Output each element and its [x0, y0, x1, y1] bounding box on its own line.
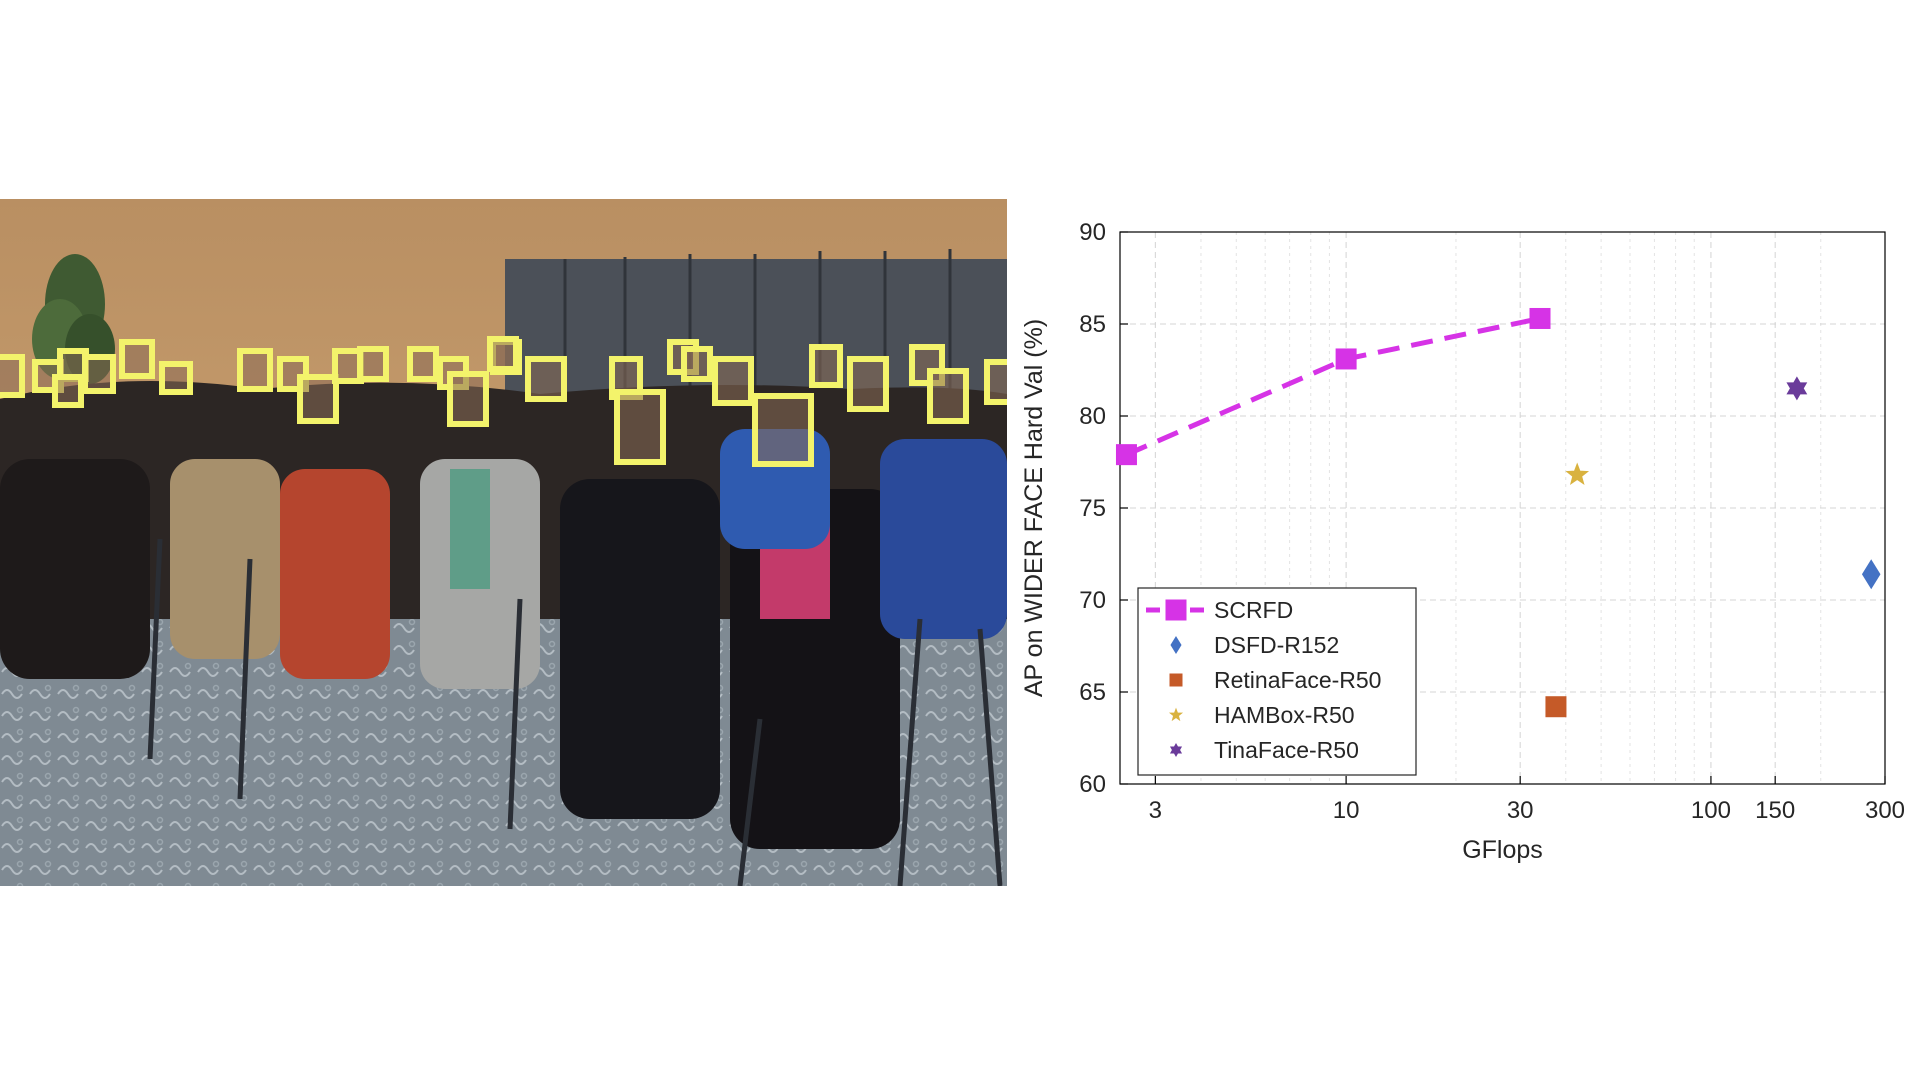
- data-point-retinaface-r50: [1545, 696, 1567, 718]
- chart-panel: 3 10 30 100 150 300 60 65 70 75 80 85 90 GFlops AP …: [1020, 190, 1920, 910]
- y-axis-label: AP on WIDER FACE Hard Val (%): [1020, 319, 1048, 697]
- legend-marker-hambox-r50: [1168, 707, 1184, 722]
- legend-marker-retinaface-r50: [1169, 673, 1183, 687]
- y-tick-label: 80: [1079, 403, 1106, 430]
- y-tick-label: 85: [1079, 311, 1106, 338]
- data-point-scrfd: [1115, 444, 1137, 466]
- y-tick-label: 60: [1079, 771, 1106, 798]
- face-detection-photo: [0, 199, 1007, 886]
- face-box: [237, 348, 273, 392]
- face-box: [847, 356, 889, 412]
- legend-marker-tinaface-r50: [1169, 742, 1183, 758]
- face-box: [447, 371, 489, 427]
- face-box: [752, 393, 814, 467]
- data-point-dsfd-r152: [1861, 559, 1881, 590]
- face-box: [297, 374, 339, 424]
- face-boxes: [0, 336, 1007, 467]
- face-box: [487, 336, 519, 372]
- legend-label-hambox-r50: HAMBox-R50: [1214, 702, 1355, 728]
- legend-label-dsfd-r152: DSFD-R152: [1214, 632, 1339, 658]
- x-axis-label: GFlops: [1462, 836, 1543, 864]
- legend-label-retinaface-r50: RetinaFace-R50: [1214, 667, 1381, 693]
- face-box: [52, 374, 84, 408]
- chairs: [147, 538, 1003, 886]
- data-point-hambox-r50: [1565, 462, 1590, 485]
- face-box: [681, 346, 713, 382]
- face-box: [407, 346, 439, 382]
- face-box: [927, 368, 969, 424]
- x-tick-label: 300: [1865, 797, 1905, 824]
- legend: SCRFD DSFD-R152 RetinaFace-R50 HAMBox-R50 Ti…: [1137, 587, 1417, 776]
- x-tick-label: 30: [1507, 797, 1534, 824]
- x-tick-label: 100: [1691, 797, 1731, 824]
- face-box: [119, 339, 155, 379]
- y-tick-label: 75: [1079, 495, 1106, 522]
- face-box: [0, 354, 25, 398]
- legend-marker-dsfd-r152: [1170, 636, 1182, 654]
- face-box: [525, 356, 567, 402]
- y-tick-label: 90: [1079, 219, 1106, 246]
- face-box: [809, 344, 843, 388]
- legend-marker-scrfd: [1165, 599, 1187, 621]
- face-box: [614, 389, 666, 465]
- y-tick-label: 65: [1079, 679, 1106, 706]
- gflops-vs-ap-chart: 3 10 30 100 150 300 60 65 70 75 80 85 90 GFlops AP …: [1020, 219, 1905, 864]
- legend-label-scrfd: SCRFD: [1214, 597, 1293, 623]
- data-point-scrfd: [1335, 348, 1357, 370]
- x-tick-labels: 3 10 30 100 150 300: [1149, 797, 1905, 824]
- face-box: [159, 361, 193, 395]
- y-tick-label: 70: [1079, 587, 1106, 614]
- series-layer: [1115, 307, 1881, 718]
- data-point-tinaface-r50: [1786, 376, 1808, 401]
- photo-illustration: [0, 199, 1007, 886]
- axis-ticks: [1120, 231, 1886, 785]
- x-tick-label: 10: [1333, 797, 1360, 824]
- face-box: [984, 359, 1007, 405]
- face-box: [357, 346, 389, 382]
- face-box: [712, 356, 754, 406]
- legend-label-tinaface-r50: TinaFace-R50: [1214, 737, 1359, 763]
- x-tick-label: 3: [1149, 797, 1162, 824]
- data-point-scrfd: [1529, 307, 1551, 329]
- y-tick-labels: 60 65 70 75 80 85 90: [1079, 219, 1106, 798]
- face-box: [82, 354, 116, 394]
- x-tick-label: 150: [1755, 797, 1795, 824]
